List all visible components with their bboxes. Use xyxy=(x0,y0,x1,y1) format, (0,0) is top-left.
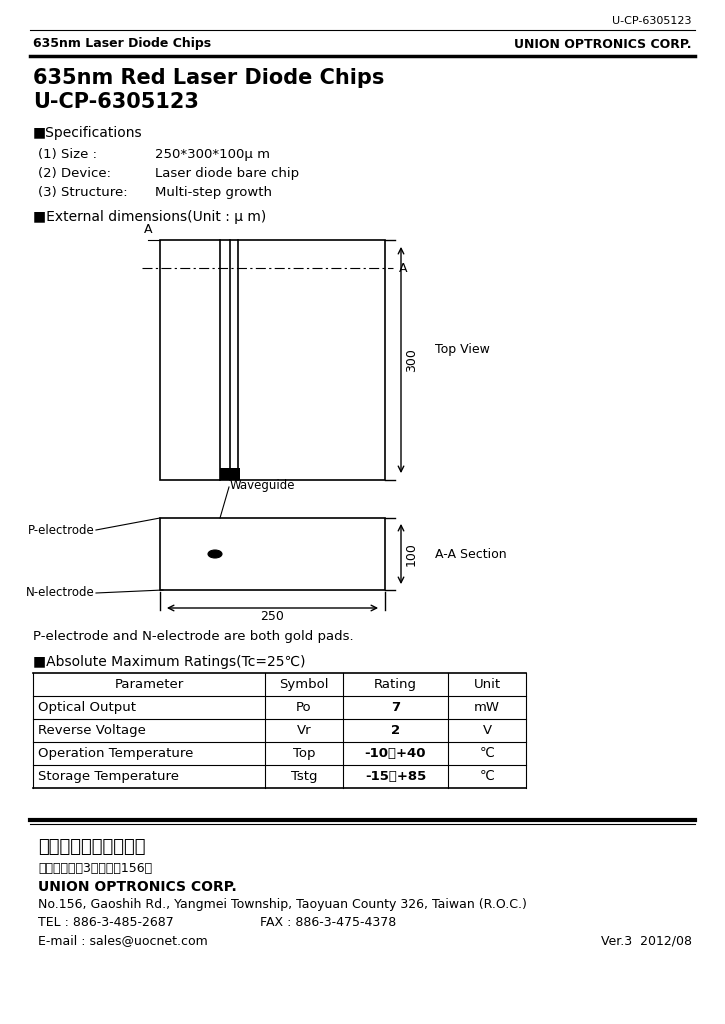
Text: Operation Temperature: Operation Temperature xyxy=(38,746,194,760)
Text: Top: Top xyxy=(293,746,315,760)
Text: 635nm Laser Diode Chips: 635nm Laser Diode Chips xyxy=(33,38,211,50)
Text: 7: 7 xyxy=(391,701,400,714)
Text: 桃園縣楊梅鎮3郳高醐路156號: 桃園縣楊梅鎮3郳高醐路156號 xyxy=(38,862,152,874)
Text: ■Absolute Maximum Ratings(Tc=25℃): ■Absolute Maximum Ratings(Tc=25℃) xyxy=(33,655,305,669)
Text: A: A xyxy=(144,223,152,236)
Text: N-electrode: N-electrode xyxy=(26,587,95,599)
Text: ℃: ℃ xyxy=(479,770,494,783)
Text: E-mail : sales@uocnet.com: E-mail : sales@uocnet.com xyxy=(38,934,208,947)
Text: ■External dimensions(Unit : μ m): ■External dimensions(Unit : μ m) xyxy=(33,210,266,224)
Text: A-A Section: A-A Section xyxy=(435,548,507,560)
Text: Unit: Unit xyxy=(473,678,500,691)
Text: (3) Structure:: (3) Structure: xyxy=(38,186,128,199)
Text: 100: 100 xyxy=(405,542,418,566)
Text: U-CP-6305123: U-CP-6305123 xyxy=(33,92,199,112)
Text: 250*300*100μ m: 250*300*100μ m xyxy=(155,148,270,161)
Text: (1) Size :: (1) Size : xyxy=(38,148,97,161)
Text: UNION OPTRONICS CORP.: UNION OPTRONICS CORP. xyxy=(515,38,692,50)
Text: Storage Temperature: Storage Temperature xyxy=(38,770,179,783)
Text: Laser diode bare chip: Laser diode bare chip xyxy=(155,167,299,180)
Text: Symbol: Symbol xyxy=(279,678,328,691)
Text: U-CP-6305123: U-CP-6305123 xyxy=(613,16,692,26)
Text: 300: 300 xyxy=(405,348,418,372)
Text: ℃: ℃ xyxy=(479,746,494,760)
Bar xyxy=(160,518,385,590)
Text: Optical Output: Optical Output xyxy=(38,701,136,714)
Text: Ver.3  2012/08: Ver.3 2012/08 xyxy=(601,934,692,947)
Text: FAX : 886-3-475-4378: FAX : 886-3-475-4378 xyxy=(260,916,397,929)
Text: Tstg: Tstg xyxy=(291,770,318,783)
Text: Rating: Rating xyxy=(374,678,417,691)
Bar xyxy=(220,468,240,480)
Text: A: A xyxy=(399,261,407,274)
Text: mW: mW xyxy=(474,701,500,714)
Text: Multi-step growth: Multi-step growth xyxy=(155,186,272,199)
Text: Waveguide: Waveguide xyxy=(230,479,296,493)
Text: 635nm Red Laser Diode Chips: 635nm Red Laser Diode Chips xyxy=(33,68,384,88)
Text: -10～+40: -10～+40 xyxy=(365,746,426,760)
Text: -15～+85: -15～+85 xyxy=(365,770,426,783)
Text: UNION OPTRONICS CORP.: UNION OPTRONICS CORP. xyxy=(38,880,237,894)
Text: Po: Po xyxy=(297,701,312,714)
Text: P-electrode: P-electrode xyxy=(28,523,95,537)
Ellipse shape xyxy=(208,550,222,558)
Text: Parameter: Parameter xyxy=(115,678,183,691)
Text: V: V xyxy=(482,724,492,737)
Text: TEL : 886-3-485-2687: TEL : 886-3-485-2687 xyxy=(38,916,174,929)
Text: P-electrode and N-electrode are both gold pads.: P-electrode and N-electrode are both gol… xyxy=(33,630,354,643)
Text: 友嘉科技股份有限公司: 友嘉科技股份有限公司 xyxy=(38,838,146,856)
Text: Vr: Vr xyxy=(297,724,311,737)
Text: 250: 250 xyxy=(260,610,284,623)
Text: 2: 2 xyxy=(391,724,400,737)
Text: Top View: Top View xyxy=(435,343,490,356)
Text: Reverse Voltage: Reverse Voltage xyxy=(38,724,146,737)
Text: No.156, Gaoshih Rd., Yangmei Township, Taoyuan County 326, Taiwan (R.O.C.): No.156, Gaoshih Rd., Yangmei Township, T… xyxy=(38,898,527,911)
Text: (2) Device:: (2) Device: xyxy=(38,167,111,180)
Bar xyxy=(160,240,385,480)
Text: ■Specifications: ■Specifications xyxy=(33,126,143,140)
